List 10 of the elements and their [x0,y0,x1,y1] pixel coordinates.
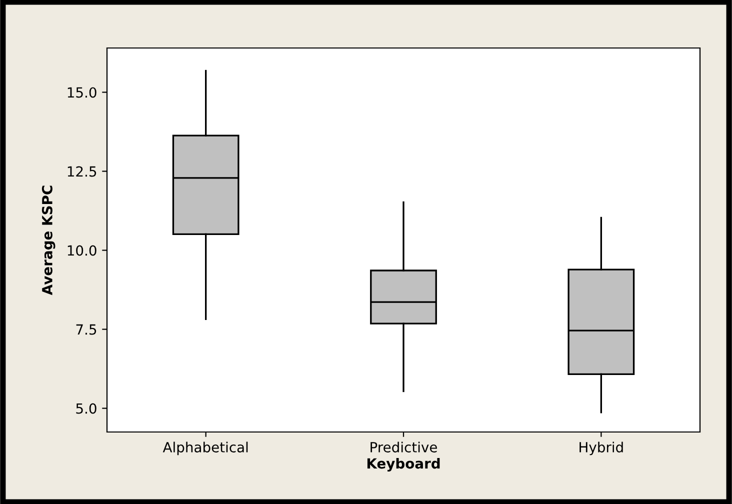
x-tick-label: Predictive [370,442,437,452]
y-tick-label: 7.5 [76,324,96,335]
y-tick-label: 15.0 [68,87,96,98]
y-tick-label: 10.0 [68,245,96,256]
y-tick-label: 12.5 [68,166,96,177]
x-tick-label: Hybrid [580,442,623,456]
x-axis-title: Keyboard [367,458,440,472]
y-tick-label: 5.0 [76,403,96,414]
x-tick-label: Alphabetical [162,442,248,456]
y-axis-title: Average KSPC [42,186,56,296]
